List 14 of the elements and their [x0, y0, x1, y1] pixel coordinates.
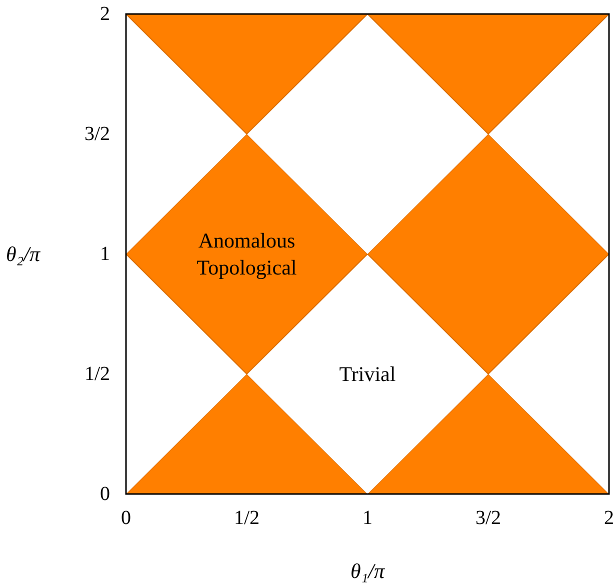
annotation: Trivial — [339, 362, 396, 386]
x-tick-label: 3/2 — [475, 507, 502, 529]
y-tick-label: 3/2 — [84, 123, 110, 145]
y-tick-label: 1 — [100, 243, 110, 265]
annotation: Anomalous Topological — [196, 228, 297, 280]
x-tick-label: 1/2 — [234, 507, 260, 529]
y-tick-label: 0 — [100, 483, 110, 505]
x-axis-title: θ₁/π — [350, 559, 385, 583]
y-axis-title: θ₂/π — [6, 242, 40, 266]
y-tick-label: 1/2 — [84, 363, 110, 385]
x-tick-label: 2 — [604, 507, 614, 529]
x-tick-label: 1 — [362, 507, 372, 529]
x-tick-label: 0 — [121, 507, 131, 529]
y-tick-label: 2 — [100, 3, 110, 25]
